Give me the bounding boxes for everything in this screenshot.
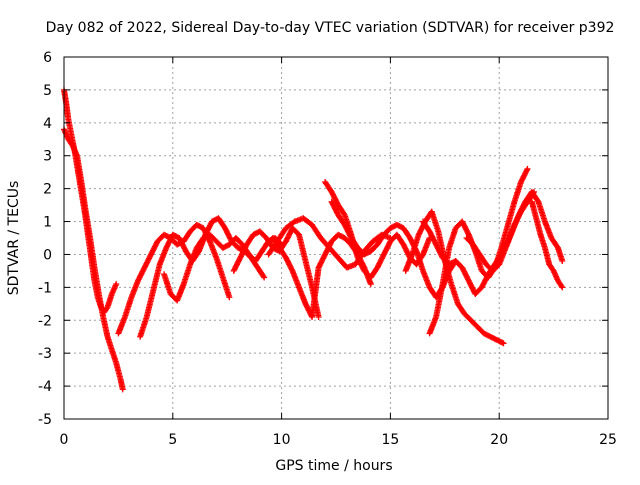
x-tick-label: 20 (490, 432, 508, 448)
data-point-marker (523, 167, 530, 174)
y-tick-label: 6 (43, 50, 52, 66)
y-tick-label: 3 (43, 149, 52, 165)
data-point-marker (226, 294, 233, 301)
y-tick-label: -5 (38, 412, 52, 428)
data-point-marker (524, 165, 531, 172)
data-point-marker (340, 210, 347, 217)
data-point-marker (315, 313, 322, 320)
data-point-marker (367, 281, 374, 288)
data-series (265, 215, 394, 271)
data-series (463, 188, 566, 274)
data-point-marker (558, 283, 565, 290)
data-point-marker (119, 386, 126, 393)
x-tick-label: 15 (381, 432, 399, 448)
x-tick-labels: 0 5 10 15 20 25 (60, 432, 617, 448)
data-point-marker (261, 274, 268, 281)
data-series (528, 198, 566, 291)
data-point-marker (206, 236, 213, 243)
data-point-marker (559, 284, 566, 291)
x-tick-label: 0 (60, 432, 69, 448)
data-point-marker (260, 273, 267, 280)
y-tick-label: -1 (38, 280, 52, 296)
x-tick-label: 5 (168, 432, 177, 448)
data-point-marker (534, 197, 541, 204)
y-tick-label: 0 (43, 247, 52, 263)
data-series (322, 179, 433, 281)
data-point-marker (554, 243, 561, 250)
data-series (61, 126, 126, 393)
data-point-marker (499, 339, 506, 346)
y-tick-label: 2 (43, 182, 52, 198)
chart-title: Day 082 of 2022, Sidereal Day-to-day VTE… (46, 20, 615, 36)
data-point-marker (500, 340, 507, 347)
x-tick-label: 10 (273, 432, 291, 448)
y-tick-label: -3 (38, 346, 52, 362)
data-point-marker (103, 305, 110, 312)
data-series (137, 215, 268, 340)
y-tick-labels: -5 -4 -3 -2 -1 0 1 2 3 4 5 6 (38, 50, 52, 428)
y-tick-label: -4 (38, 379, 52, 395)
data-point-marker (288, 266, 295, 273)
y-tick-label: 5 (43, 83, 52, 99)
y-tick-label: 4 (43, 116, 52, 132)
data-point-marker (465, 230, 472, 237)
ticks-layer (63, 56, 609, 420)
data-series (420, 188, 538, 297)
y-tick-label: 1 (43, 215, 52, 231)
data-series (61, 86, 120, 316)
x-axis-label: GPS time / hours (275, 458, 392, 474)
data-point-marker (559, 258, 566, 265)
plot-frame (63, 56, 609, 420)
data-point-marker (113, 281, 120, 288)
y-tick-label: -2 (38, 313, 52, 329)
data-series (402, 208, 507, 347)
y-axis-label: SDTVAR / TECUs (6, 181, 22, 296)
data-layer (61, 86, 566, 393)
x-tick-label: 25 (599, 432, 617, 448)
